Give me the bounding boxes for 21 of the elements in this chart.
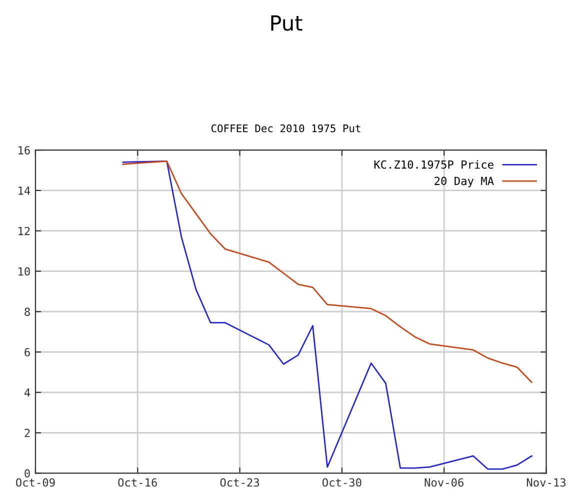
line-series [122, 160, 532, 383]
y-tick-label: 12 [18, 226, 30, 236]
x-tick-label: Oct-16 [118, 478, 157, 487]
chart-subtitle: COFFEE Dec 2010 1975 Put [211, 124, 360, 132]
line-series [122, 160, 532, 470]
y-tick-label: 4 [24, 388, 30, 397]
chart-title: Put [271, 15, 302, 31]
x-tick-label: Nov-06 [424, 478, 464, 487]
y-tick-label: 16 [18, 146, 30, 155]
y-tick-label: 6 [24, 348, 30, 356]
y-tick-label: 2 [24, 428, 30, 438]
legend-label: 20 Day MA [434, 176, 494, 188]
x-tick-label: Oct-09 [16, 478, 55, 487]
y-tick-label: 8 [24, 308, 30, 316]
x-tick-label: Oct-23 [220, 478, 260, 487]
y-tick-label: 14 [18, 186, 30, 195]
legend-label: KC.Z10.1975P Price [374, 160, 494, 169]
x-tick-label: Nov-13 [526, 478, 566, 487]
y-tick-label: 10 [18, 267, 30, 276]
y-tick-label: 0 [24, 469, 30, 478]
x-tick-label: Oct-30 [322, 478, 362, 487]
